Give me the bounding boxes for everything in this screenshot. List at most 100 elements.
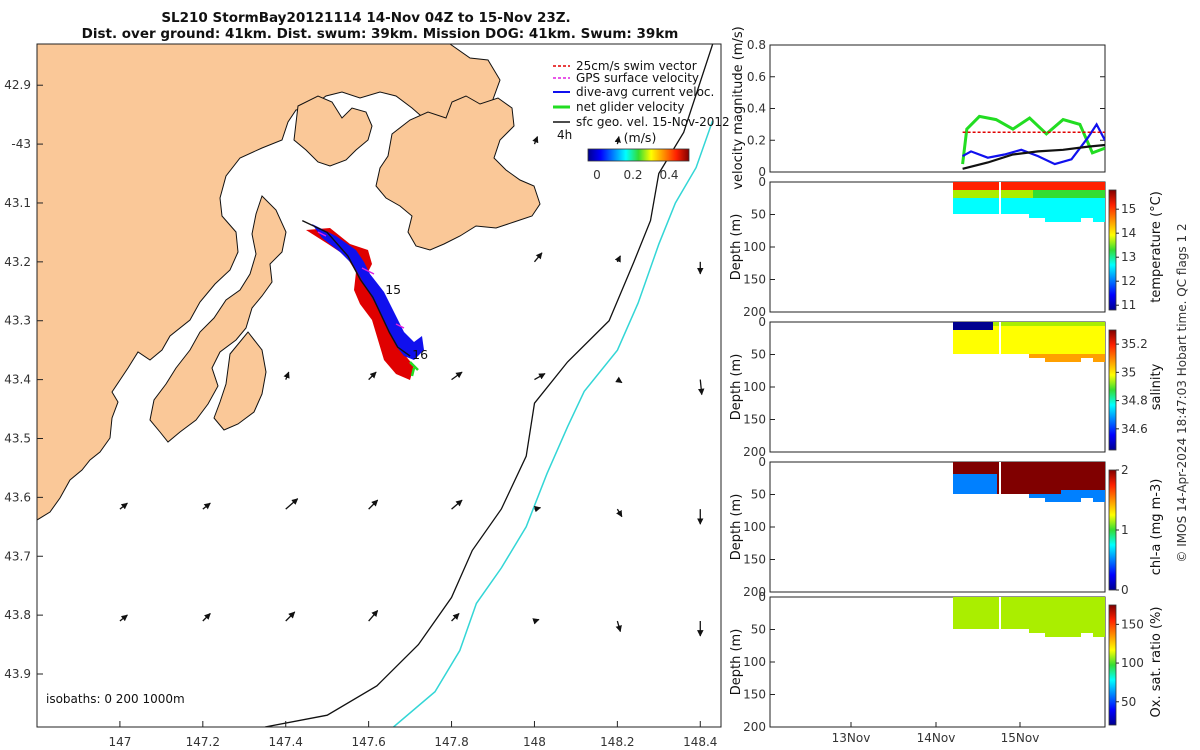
heat-cell [1037, 621, 1041, 625]
heat-cell [1045, 466, 1049, 470]
heat-cell [1041, 350, 1045, 354]
heat-cell [1093, 182, 1097, 186]
heat-cell [1033, 490, 1037, 494]
heat-cell [993, 478, 997, 482]
heat-cell [1077, 198, 1081, 202]
heat-cell [1073, 474, 1077, 478]
heat-cell [1005, 338, 1009, 342]
heat-cell [981, 617, 985, 621]
heat-cell [1033, 202, 1037, 206]
heat-cell [1041, 198, 1045, 202]
heat-cell [1021, 625, 1025, 629]
heat-cell [1101, 633, 1105, 637]
cbar-tick-temperature-1: 12 [1121, 274, 1136, 288]
heat-cell [1069, 330, 1073, 334]
heat-cell [1021, 322, 1025, 326]
heat-cell [1013, 198, 1017, 202]
heat-cell [1057, 470, 1061, 474]
heat-cell [1061, 601, 1065, 605]
heat-cell [1085, 613, 1089, 617]
heat-cell [1065, 609, 1069, 613]
heat-cell [1041, 494, 1045, 498]
heat-cell [1073, 186, 1077, 190]
heat-cell [977, 470, 981, 474]
heat-cell [1073, 470, 1077, 474]
heat-cell [1013, 342, 1017, 346]
heat-cell [1017, 342, 1021, 346]
heat-cell [1085, 605, 1089, 609]
heat-cell [981, 206, 985, 210]
heat-cell [1009, 462, 1013, 466]
heat-cell [957, 202, 961, 206]
heat-cell [1033, 334, 1037, 338]
heat-cell [1025, 597, 1029, 601]
heat-cell [1033, 186, 1037, 190]
heat-cell [1053, 354, 1057, 358]
heat-cell [953, 462, 957, 466]
heat-cell [1093, 466, 1097, 470]
heat-cell [1089, 322, 1093, 326]
heat-cell [1045, 470, 1049, 474]
heat-cell [961, 202, 965, 206]
heat-cell [1049, 601, 1053, 605]
heat-cell [1073, 490, 1077, 494]
heat-cell [1053, 358, 1057, 362]
heat-cell [1081, 210, 1085, 214]
heat-cell [953, 605, 957, 609]
heat-cell [1045, 601, 1049, 605]
heat-cell [1017, 338, 1021, 342]
heat-cell [957, 350, 961, 354]
heat-cell [973, 182, 977, 186]
heat-cell [1061, 633, 1065, 637]
heat-cell [1081, 190, 1085, 194]
sec-ytick-oxygen-4: 200 [743, 720, 766, 734]
heat-cell [1033, 346, 1037, 350]
heat-cell [1081, 194, 1085, 198]
heat-cell [1013, 350, 1017, 354]
glider-track-line [302, 219, 411, 357]
heat-cell [977, 617, 981, 621]
heat-cell [1033, 621, 1037, 625]
heat-cell [1041, 342, 1045, 346]
heat-cell [1057, 474, 1061, 478]
heat-cell [961, 194, 965, 198]
heat-cell [973, 202, 977, 206]
heat-cell [1065, 597, 1069, 601]
heat-cell [1017, 190, 1021, 194]
heat-cell [1085, 597, 1089, 601]
heat-cell [961, 625, 965, 629]
heat-cell [1025, 198, 1029, 202]
heat-cell [1081, 338, 1085, 342]
heat-cell [1037, 482, 1041, 486]
heat-cell [1065, 330, 1069, 334]
heat-cell [965, 474, 969, 478]
heat-cell [1005, 470, 1009, 474]
heat-cell [1081, 629, 1085, 633]
heat-cell [989, 182, 993, 186]
heat-cell [1057, 462, 1061, 466]
heat-cell [985, 466, 989, 470]
heat-cell [961, 334, 965, 338]
heat-cell [1053, 490, 1057, 494]
heat-cell [1037, 330, 1041, 334]
heat-cell [1085, 621, 1089, 625]
heat-cell [1041, 597, 1045, 601]
heat-cell [977, 194, 981, 198]
heat-cell [969, 462, 973, 466]
heat-cell [1037, 625, 1041, 629]
heat-cell [1041, 186, 1045, 190]
heat-cell [1057, 486, 1061, 490]
heat-cell [1025, 186, 1029, 190]
heat-cell [1069, 334, 1073, 338]
heat-cell [1069, 358, 1073, 362]
heat-cell [1045, 625, 1049, 629]
heat-cell [1061, 206, 1065, 210]
heat-cell [1029, 198, 1033, 202]
heat-cell [1001, 198, 1005, 202]
heat-cell [1065, 621, 1069, 625]
heat-cell [1053, 326, 1057, 330]
heat-cell [1101, 214, 1105, 218]
heat-cell [1097, 486, 1101, 490]
heat-cell [1053, 498, 1057, 502]
isobath-1000m-line [393, 120, 714, 727]
